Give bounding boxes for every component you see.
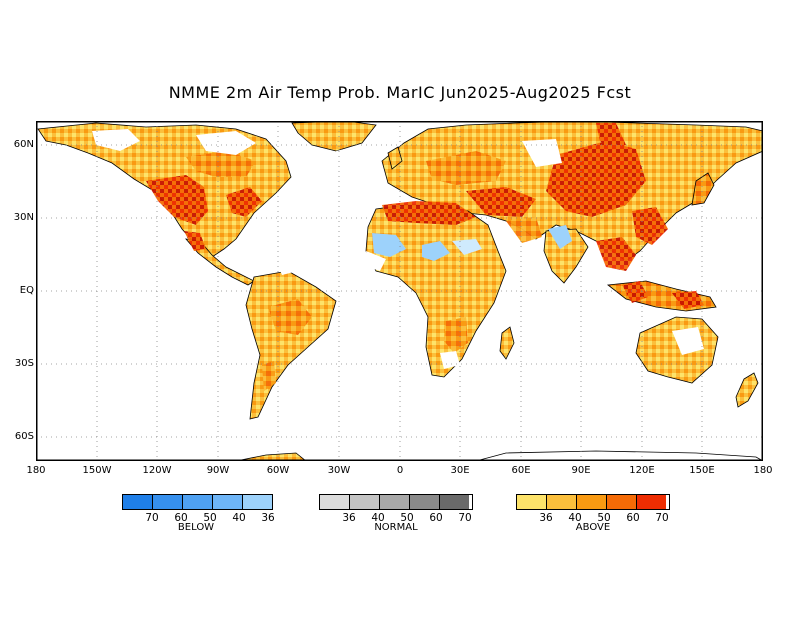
- british-isles: [387, 146, 403, 170]
- map-title: NMME 2m Air Temp Prob. MarIC Jun2025-Aug…: [168, 83, 632, 102]
- forecast-map: [36, 121, 763, 461]
- probability-hotspots: [146, 123, 704, 391]
- lon-label-120w: 120W: [142, 465, 172, 476]
- lat-label-30n: 30N: [13, 212, 34, 223]
- legend-above: 36 40 50 60 70 ABOVE: [516, 494, 670, 533]
- legend-below-tick: 60: [174, 512, 188, 524]
- legend-normal-swatch-5: [440, 495, 469, 509]
- legend-above-colorbar: [516, 494, 670, 510]
- legend-below-title: BELOW: [177, 522, 215, 533]
- lon-label-90e: 90E: [571, 465, 591, 476]
- legend-above-tick: 50: [597, 512, 611, 524]
- legend-normal-tick: 36: [342, 512, 356, 524]
- antarctica-east: [475, 450, 763, 461]
- legend-below-tick: 50: [203, 512, 217, 524]
- japan: [691, 172, 715, 206]
- lat-label-60s: 60S: [14, 431, 34, 442]
- legend-above-tick: 40: [568, 512, 582, 524]
- lon-label-150e: 150E: [689, 465, 715, 476]
- legend-normal-tick: 70: [458, 512, 472, 524]
- legend-normal-tick: 50: [400, 512, 414, 524]
- legend-below-swatch-4: [213, 495, 243, 509]
- legend-below-tick: 70: [145, 512, 159, 524]
- lon-label-180e: 180: [753, 465, 773, 476]
- below-normal-areas: [372, 225, 572, 261]
- legend-normal-tick: 60: [429, 512, 443, 524]
- legend-above-swatch-3: [577, 495, 607, 509]
- legend-above-swatch-1: [517, 495, 547, 509]
- legend-above-title: ABOVE: [575, 522, 611, 533]
- normal-areas: [92, 129, 704, 369]
- lon-label-120e: 120E: [629, 465, 655, 476]
- antarctica: [235, 452, 307, 461]
- lat-label-eq: EQ: [19, 285, 34, 296]
- legend-above-tick: 36: [539, 512, 553, 524]
- map-frame: [36, 121, 763, 461]
- lon-label-30w: 30W: [327, 465, 351, 476]
- lon-label-60e: 60E: [511, 465, 531, 476]
- legend-normal: 36 40 50 60 70 NORMAL: [319, 494, 473, 533]
- lon-label-90w: 90W: [206, 465, 230, 476]
- india: [543, 228, 589, 284]
- legend-above-swatch-2: [547, 495, 577, 509]
- lon-label-150w: 150W: [82, 465, 112, 476]
- legend-above-swatch-4: [607, 495, 637, 509]
- lon-label-180w: 180: [26, 465, 46, 476]
- legend-below-swatch-1: [123, 495, 153, 509]
- legend-above-tick: 70: [655, 512, 669, 524]
- legend-below-colorbar: [122, 494, 273, 510]
- lat-label-30s: 30S: [14, 358, 34, 369]
- legend-above-tick: 60: [626, 512, 640, 524]
- lat-label-60n: 60N: [13, 139, 34, 150]
- legend-normal-tick: 40: [371, 512, 385, 524]
- legend-normal-colorbar: [319, 494, 473, 510]
- legend-below-swatch-3: [183, 495, 213, 509]
- lon-label-60w: 60W: [266, 465, 290, 476]
- legend-normal-swatch-2: [350, 495, 380, 509]
- legend-normal-swatch-3: [380, 495, 410, 509]
- legend-below-swatch-2: [153, 495, 183, 509]
- legend-below-tick: 36: [261, 512, 275, 524]
- lon-label-0: 0: [396, 465, 404, 476]
- new-zealand: [735, 372, 759, 408]
- lon-label-30e: 30E: [450, 465, 470, 476]
- legend-below-tick: 40: [232, 512, 246, 524]
- legend-normal-swatch-1: [320, 495, 350, 509]
- legend-normal-title: NORMAL: [374, 522, 418, 533]
- graticule: [36, 121, 763, 461]
- legend-normal-swatch-4: [410, 495, 440, 509]
- legend-below: 70 60 50 40 36 BELOW: [122, 494, 275, 533]
- map-border: [36, 121, 763, 461]
- madagascar: [499, 326, 515, 360]
- legend-above-swatch-5: [637, 495, 666, 509]
- legend-below-swatch-5: [243, 495, 272, 509]
